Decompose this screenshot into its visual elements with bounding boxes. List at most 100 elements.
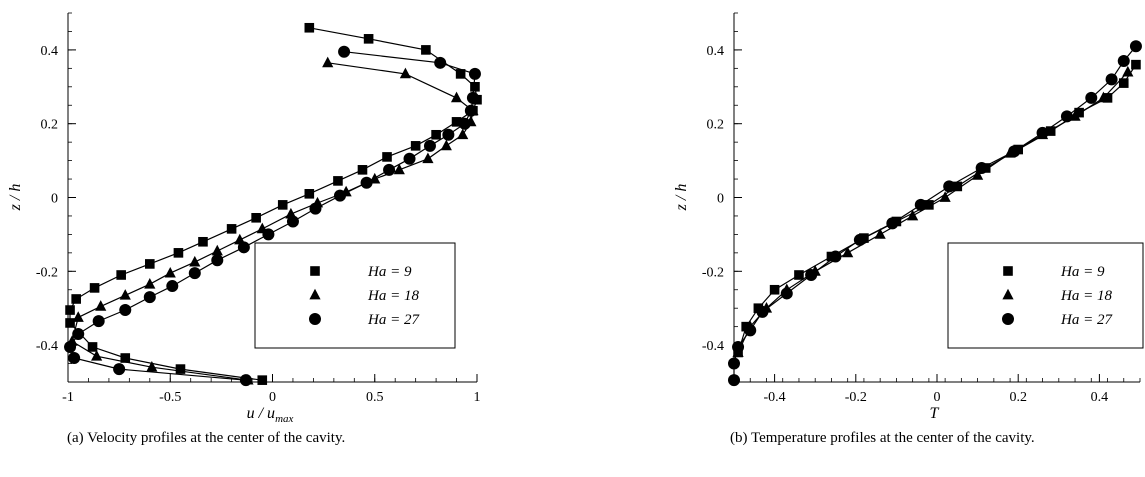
data-point-a-2 <box>91 349 103 361</box>
legend-label-b-1: Ha = 9 <box>1060 264 1105 280</box>
data-point-a-3 <box>92 315 105 328</box>
y-axis-label-a: z / h <box>7 184 24 212</box>
data-point-a-2 <box>322 56 334 68</box>
x-tick-label-b: -0.4 <box>764 390 786 405</box>
legend-label-a-3: Ha = 27 <box>367 312 420 328</box>
data-point-a-3 <box>72 328 85 341</box>
legend-box-b <box>947 242 1144 349</box>
data-point-b-3 <box>744 324 757 337</box>
data-point-b-3 <box>756 305 769 318</box>
data-point-b-1 <box>1074 107 1084 118</box>
data-point-a-1 <box>363 34 374 44</box>
chart-panel-a: -0.4 -0.2 0 0.2 0.4 -1 -0.5 0 0.5 1 z / h u / umax H… <box>7 12 482 425</box>
y-tick-label-b: 0.4 <box>707 44 725 59</box>
data-point-b-3 <box>914 198 927 211</box>
data-point-a-1 <box>410 141 421 151</box>
x-axis-label-subscript-a: max <box>275 413 293 425</box>
data-point-a-1 <box>251 212 261 223</box>
y-tick-label-a: 0 <box>51 192 58 207</box>
data-point-b-1 <box>794 270 804 280</box>
x-tick-label-b: 0 <box>934 390 941 405</box>
data-point-a-2 <box>72 311 84 322</box>
data-point-b-2 <box>907 209 919 221</box>
data-point-a-1 <box>431 129 441 140</box>
data-point-a-1 <box>175 364 186 374</box>
data-point-b-3 <box>1117 54 1130 67</box>
data-point-b-2 <box>1097 91 1110 103</box>
data-point-b-2 <box>939 191 951 202</box>
data-point-a-1 <box>120 353 131 363</box>
data-point-a-1 <box>382 152 392 162</box>
data-point-b-3 <box>1085 91 1098 104</box>
x-tick-label-b: 0.4 <box>1091 390 1109 405</box>
y-tick-label-b: 0 <box>717 192 724 207</box>
data-point-a-3 <box>360 176 373 189</box>
legend-label-b-3: Ha = 27 <box>1060 312 1113 328</box>
data-point-b-3 <box>732 340 745 353</box>
data-point-a-3 <box>143 291 156 304</box>
data-point-b-3 <box>1036 126 1049 139</box>
data-point-a-1 <box>116 270 126 280</box>
data-point-a-1 <box>87 342 98 352</box>
data-point-a-3 <box>458 117 471 130</box>
data-point-a-3 <box>64 340 77 353</box>
data-point-a-2 <box>211 244 223 256</box>
data-point-a-3 <box>468 67 481 80</box>
data-point-b-3 <box>886 217 899 230</box>
data-point-a-3 <box>383 163 396 176</box>
data-point-a-2 <box>450 91 463 103</box>
data-point-a-3 <box>333 189 346 202</box>
legend-marker-b-1 <box>1003 266 1013 276</box>
data-point-b-3 <box>728 374 740 387</box>
data-point-a-3 <box>68 352 81 365</box>
x-axis-label-b: T <box>930 405 940 422</box>
data-point-b-2 <box>972 169 984 180</box>
data-point-a-3 <box>338 45 351 58</box>
legend-label-b-2: Ha = 18 <box>1060 288 1112 304</box>
data-point-a-3 <box>113 363 126 376</box>
data-point-a-1 <box>304 22 315 33</box>
data-point-b-1 <box>1131 59 1141 70</box>
data-point-a-1 <box>198 236 208 247</box>
y-axis-label-b: z / h <box>673 184 690 212</box>
x-tick-label-b: 0.2 <box>1009 390 1027 405</box>
data-point-a-1 <box>226 224 237 234</box>
data-point-b-3 <box>1105 73 1118 86</box>
y-tick-label-a: -0.2 <box>36 265 58 280</box>
legend-label-a-1: Ha = 9 <box>367 264 412 280</box>
data-point-a-2 <box>189 255 201 267</box>
data-point-b-2 <box>842 246 854 258</box>
data-point-b-1 <box>1118 78 1129 88</box>
legend-box-a <box>254 242 456 349</box>
data-point-a-2 <box>144 278 156 289</box>
data-point-a-1 <box>257 375 268 385</box>
y-tick-label-a: 0.2 <box>41 118 59 133</box>
data-point-a-1 <box>357 165 368 175</box>
data-point-a-2 <box>422 152 434 164</box>
data-point-a-1 <box>451 117 462 127</box>
data-point-a-2 <box>393 163 405 175</box>
data-point-b-1 <box>924 200 934 210</box>
y-tick-label-b: 0.2 <box>707 118 725 133</box>
caption-b: (b) Temperature profiles at the center o… <box>730 430 1035 446</box>
data-point-a-3 <box>423 139 436 152</box>
data-point-b-1 <box>769 284 780 295</box>
data-point-b-3 <box>728 357 740 370</box>
x-tick-label-b: -0.2 <box>845 390 867 405</box>
data-point-a-3 <box>211 254 224 267</box>
data-point-a-3 <box>188 267 201 280</box>
data-point-a-3 <box>262 228 275 241</box>
data-point-b-3 <box>829 250 842 263</box>
y-tick-label-a: 0.4 <box>41 44 59 59</box>
data-point-a-1 <box>470 82 480 92</box>
data-point-a-3 <box>309 202 322 215</box>
data-point-b-3 <box>1008 145 1021 158</box>
data-point-a-3 <box>166 280 179 293</box>
data-point-a-3 <box>237 241 250 254</box>
data-point-b-3 <box>780 287 793 300</box>
chart-panel-b: -0.4 -0.2 0 0.2 0.4 -0.4 -0.2 0 0.2 0.4 z / h T Ha =… <box>673 12 1144 422</box>
x-tick-label-a: 1 <box>474 390 481 405</box>
data-point-a-2 <box>440 139 452 151</box>
data-point-a-1 <box>173 248 184 258</box>
